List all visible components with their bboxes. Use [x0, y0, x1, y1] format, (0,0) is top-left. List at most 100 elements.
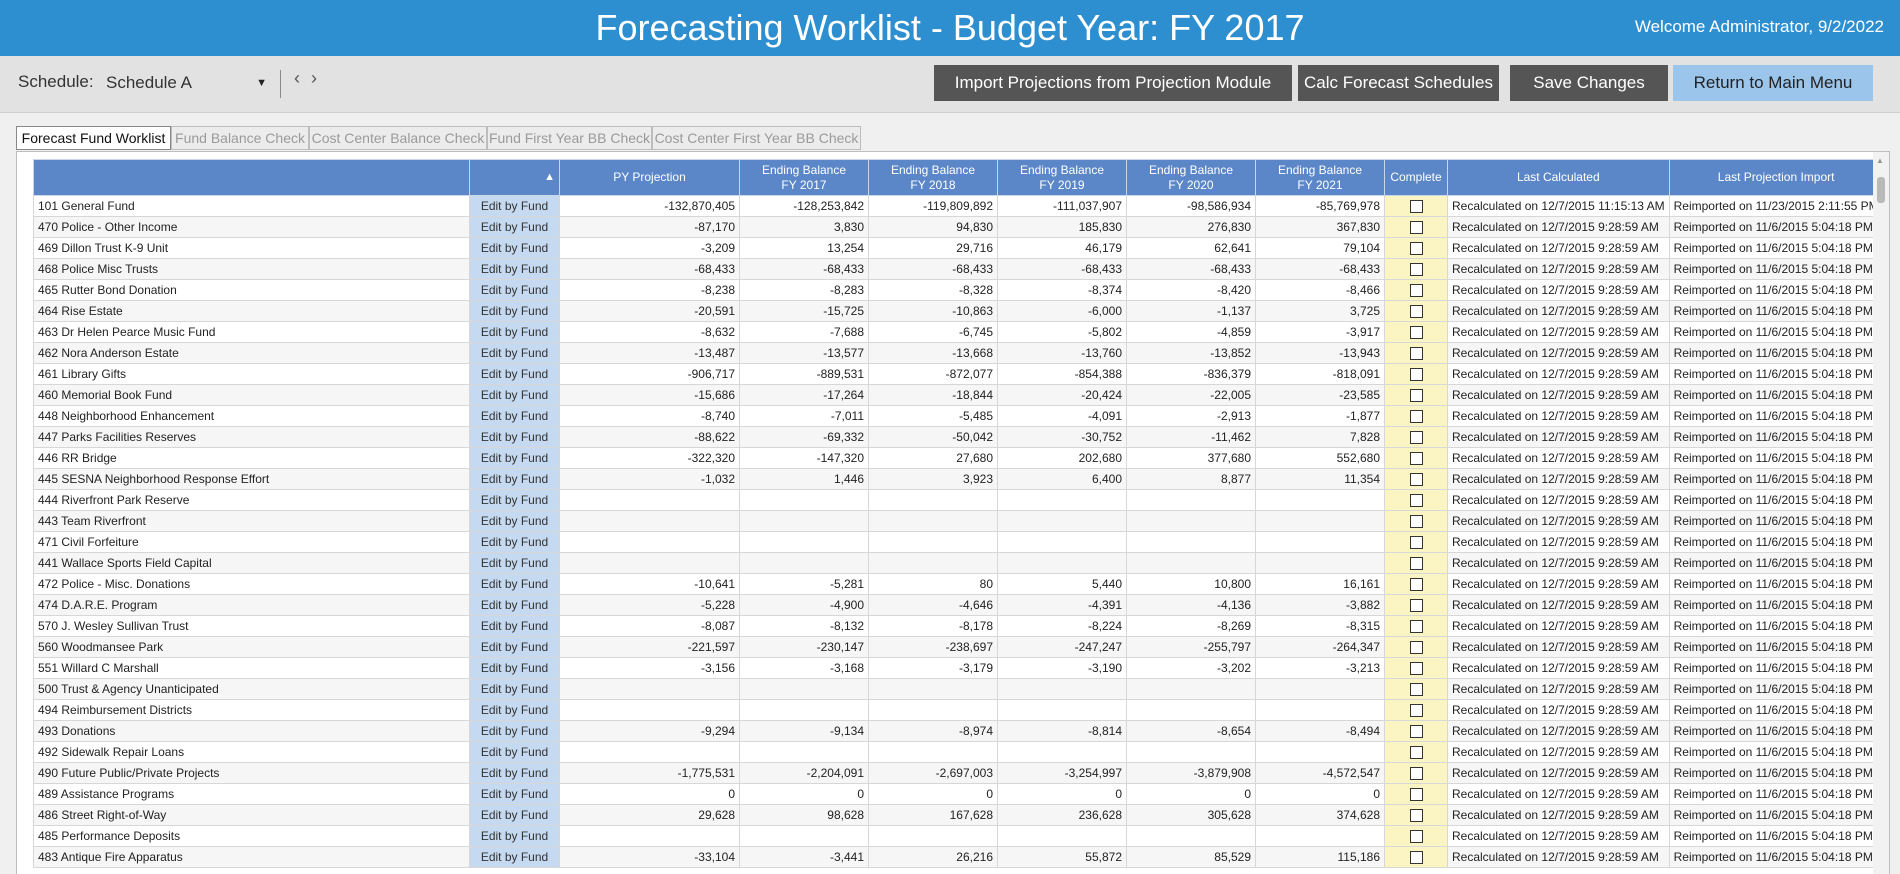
- fy2019-balance-cell[interactable]: 6,400: [997, 468, 1127, 490]
- complete-checkbox[interactable]: [1409, 452, 1423, 466]
- fy2021-balance-cell[interactable]: 16,161: [1255, 573, 1385, 595]
- complete-checkbox[interactable]: [1409, 683, 1423, 697]
- fy2019-balance-cell[interactable]: -8,814: [997, 720, 1127, 742]
- table-row[interactable]: 471 Civil Forfeiture Edit by Fund Recalcul…: [33, 531, 1884, 553]
- complete-checkbox[interactable]: [1409, 809, 1423, 823]
- table-row[interactable]: 493 Donations Edit by Fund -9,294 -9,134 -8,…: [33, 720, 1884, 742]
- fy2021-balance-cell[interactable]: -68,433: [1255, 258, 1385, 280]
- edit-by-fund-link[interactable]: Edit by Fund: [469, 720, 560, 742]
- fy2020-balance-cell[interactable]: [1126, 552, 1256, 574]
- table-row[interactable]: 463 Dr Helen Pearce Music Fund Edit by Fu…: [33, 321, 1884, 343]
- edit-by-fund-link[interactable]: Edit by Fund: [469, 552, 560, 574]
- fy2020-balance-cell[interactable]: [1126, 825, 1256, 847]
- table-row[interactable]: 551 Willard C Marshall Edit by Fund -3,156…: [33, 657, 1884, 679]
- fy2017-balance-cell[interactable]: 0: [739, 783, 869, 805]
- fy2020-balance-cell[interactable]: -1,137: [1126, 300, 1256, 322]
- table-row[interactable]: 494 Reimbursement Districts Edit by Fund R…: [33, 699, 1884, 721]
- table-row[interactable]: 470 Police - Other Income Edit by Fund -87…: [33, 216, 1884, 238]
- fy2017-balance-cell[interactable]: -2,204,091: [739, 762, 869, 784]
- py-projection-cell[interactable]: [559, 552, 740, 574]
- fy2021-balance-cell[interactable]: 367,830: [1255, 216, 1385, 238]
- fy2019-balance-cell[interactable]: -8,224: [997, 615, 1127, 637]
- fy2017-balance-cell[interactable]: 13,254: [739, 237, 869, 259]
- fy2021-balance-cell[interactable]: -8,494: [1255, 720, 1385, 742]
- fy2019-balance-cell[interactable]: 55,872: [997, 846, 1127, 868]
- fy2018-balance-cell[interactable]: -6,745: [868, 321, 998, 343]
- table-row[interactable]: 560 Woodmansee Park Edit by Fund -221,597-…: [33, 636, 1884, 658]
- table-row[interactable]: 500 Trust & Agency Unanticipated Edit by …: [33, 678, 1884, 700]
- complete-checkbox[interactable]: [1409, 410, 1423, 424]
- col-header-last-calculated[interactable]: Last Calculated: [1447, 159, 1670, 196]
- complete-checkbox[interactable]: [1409, 746, 1423, 760]
- fy2018-balance-cell[interactable]: 0: [868, 783, 998, 805]
- fy2020-balance-cell[interactable]: -8,654: [1126, 720, 1256, 742]
- py-projection-cell[interactable]: [559, 678, 740, 700]
- fy2017-balance-cell[interactable]: [739, 510, 869, 532]
- table-row[interactable]: 446 RR Bridge Edit by Fund -322,320 -147,32…: [33, 447, 1884, 469]
- table-row[interactable]: 489 Assistance Programs Edit by Fund 0 0 0 0 0…: [33, 783, 1884, 805]
- edit-by-fund-link[interactable]: Edit by Fund: [469, 195, 560, 217]
- col-header-complete[interactable]: Complete: [1384, 159, 1448, 196]
- table-row[interactable]: 444 Riverfront Park Reserve Edit by Fund R…: [33, 489, 1884, 511]
- complete-checkbox-cell[interactable]: [1384, 426, 1448, 448]
- complete-checkbox[interactable]: [1409, 578, 1423, 592]
- py-projection-cell[interactable]: -68,433: [559, 258, 740, 280]
- edit-by-fund-link[interactable]: Edit by Fund: [469, 426, 560, 448]
- tab-cost-center-first-year-bb-check[interactable]: Cost Center First Year BB Check: [652, 126, 861, 150]
- fy2020-balance-cell[interactable]: -8,420: [1126, 279, 1256, 301]
- fy2018-balance-cell[interactable]: -119,809,892: [868, 195, 998, 217]
- table-row[interactable]: 441 Wallace Sports Field Capital Edit by …: [33, 552, 1884, 574]
- complete-checkbox-cell[interactable]: [1384, 846, 1448, 868]
- fy2019-balance-cell[interactable]: [997, 741, 1127, 763]
- complete-checkbox[interactable]: [1409, 557, 1423, 571]
- fy2020-balance-cell[interactable]: [1126, 678, 1256, 700]
- fy2019-balance-cell[interactable]: -13,760: [997, 342, 1127, 364]
- py-projection-cell[interactable]: -5,228: [559, 594, 740, 616]
- py-projection-cell[interactable]: [559, 699, 740, 721]
- edit-by-fund-link[interactable]: Edit by Fund: [469, 405, 560, 427]
- tab-fund-first-year-bb-check[interactable]: Fund First Year BB Check: [487, 126, 652, 150]
- edit-by-fund-link[interactable]: Edit by Fund: [469, 321, 560, 343]
- edit-by-fund-link[interactable]: Edit by Fund: [469, 741, 560, 763]
- complete-checkbox[interactable]: [1409, 641, 1423, 655]
- edit-by-fund-link[interactable]: Edit by Fund: [469, 489, 560, 511]
- fy2021-balance-cell[interactable]: 374,628: [1255, 804, 1385, 826]
- edit-by-fund-link[interactable]: Edit by Fund: [469, 531, 560, 553]
- edit-by-fund-link[interactable]: Edit by Fund: [469, 300, 560, 322]
- table-row[interactable]: 443 Team Riverfront Edit by Fund Recalcula…: [33, 510, 1884, 532]
- fy2019-balance-cell[interactable]: 185,830: [997, 216, 1127, 238]
- fy2018-balance-cell[interactable]: -238,697: [868, 636, 998, 658]
- fy2020-balance-cell[interactable]: 62,641: [1126, 237, 1256, 259]
- py-projection-cell[interactable]: -8,632: [559, 321, 740, 343]
- fy2019-balance-cell[interactable]: 236,628: [997, 804, 1127, 826]
- fy2018-balance-cell[interactable]: -8,178: [868, 615, 998, 637]
- py-projection-cell[interactable]: -1,775,531: [559, 762, 740, 784]
- py-projection-cell[interactable]: -13,487: [559, 342, 740, 364]
- fy2020-balance-cell[interactable]: -13,852: [1126, 342, 1256, 364]
- fy2017-balance-cell[interactable]: -69,332: [739, 426, 869, 448]
- fy2021-balance-cell[interactable]: [1255, 510, 1385, 532]
- fy2018-balance-cell[interactable]: 167,628: [868, 804, 998, 826]
- table-row[interactable]: 468 Police Misc Trusts Edit by Fund -68,43…: [33, 258, 1884, 280]
- tab-fund-balance-check[interactable]: Fund Balance Check: [171, 126, 309, 150]
- table-row[interactable]: 490 Future Public/Private Projects Edit b…: [33, 762, 1884, 784]
- py-projection-cell[interactable]: -87,170: [559, 216, 740, 238]
- fy2019-balance-cell[interactable]: -3,190: [997, 657, 1127, 679]
- fy2019-balance-cell[interactable]: -5,802: [997, 321, 1127, 343]
- complete-checkbox[interactable]: [1409, 788, 1423, 802]
- complete-checkbox-cell[interactable]: [1384, 636, 1448, 658]
- fy2021-balance-cell[interactable]: -3,917: [1255, 321, 1385, 343]
- fy2018-balance-cell[interactable]: 27,680: [868, 447, 998, 469]
- table-row[interactable]: 485 Performance Deposits Edit by Fund Reca…: [33, 825, 1884, 847]
- fy2019-balance-cell[interactable]: [997, 699, 1127, 721]
- table-row[interactable]: 570 J. Wesley Sullivan Trust Edit by Fund…: [33, 615, 1884, 637]
- fy2017-balance-cell[interactable]: -9,134: [739, 720, 869, 742]
- fy2018-balance-cell[interactable]: [868, 678, 998, 700]
- fy2019-balance-cell[interactable]: 5,440: [997, 573, 1127, 595]
- complete-checkbox-cell[interactable]: [1384, 237, 1448, 259]
- fy2019-balance-cell[interactable]: [997, 678, 1127, 700]
- fy2020-balance-cell[interactable]: 276,830: [1126, 216, 1256, 238]
- fy2020-balance-cell[interactable]: [1126, 510, 1256, 532]
- edit-by-fund-link[interactable]: Edit by Fund: [469, 258, 560, 280]
- edit-by-fund-link[interactable]: Edit by Fund: [469, 762, 560, 784]
